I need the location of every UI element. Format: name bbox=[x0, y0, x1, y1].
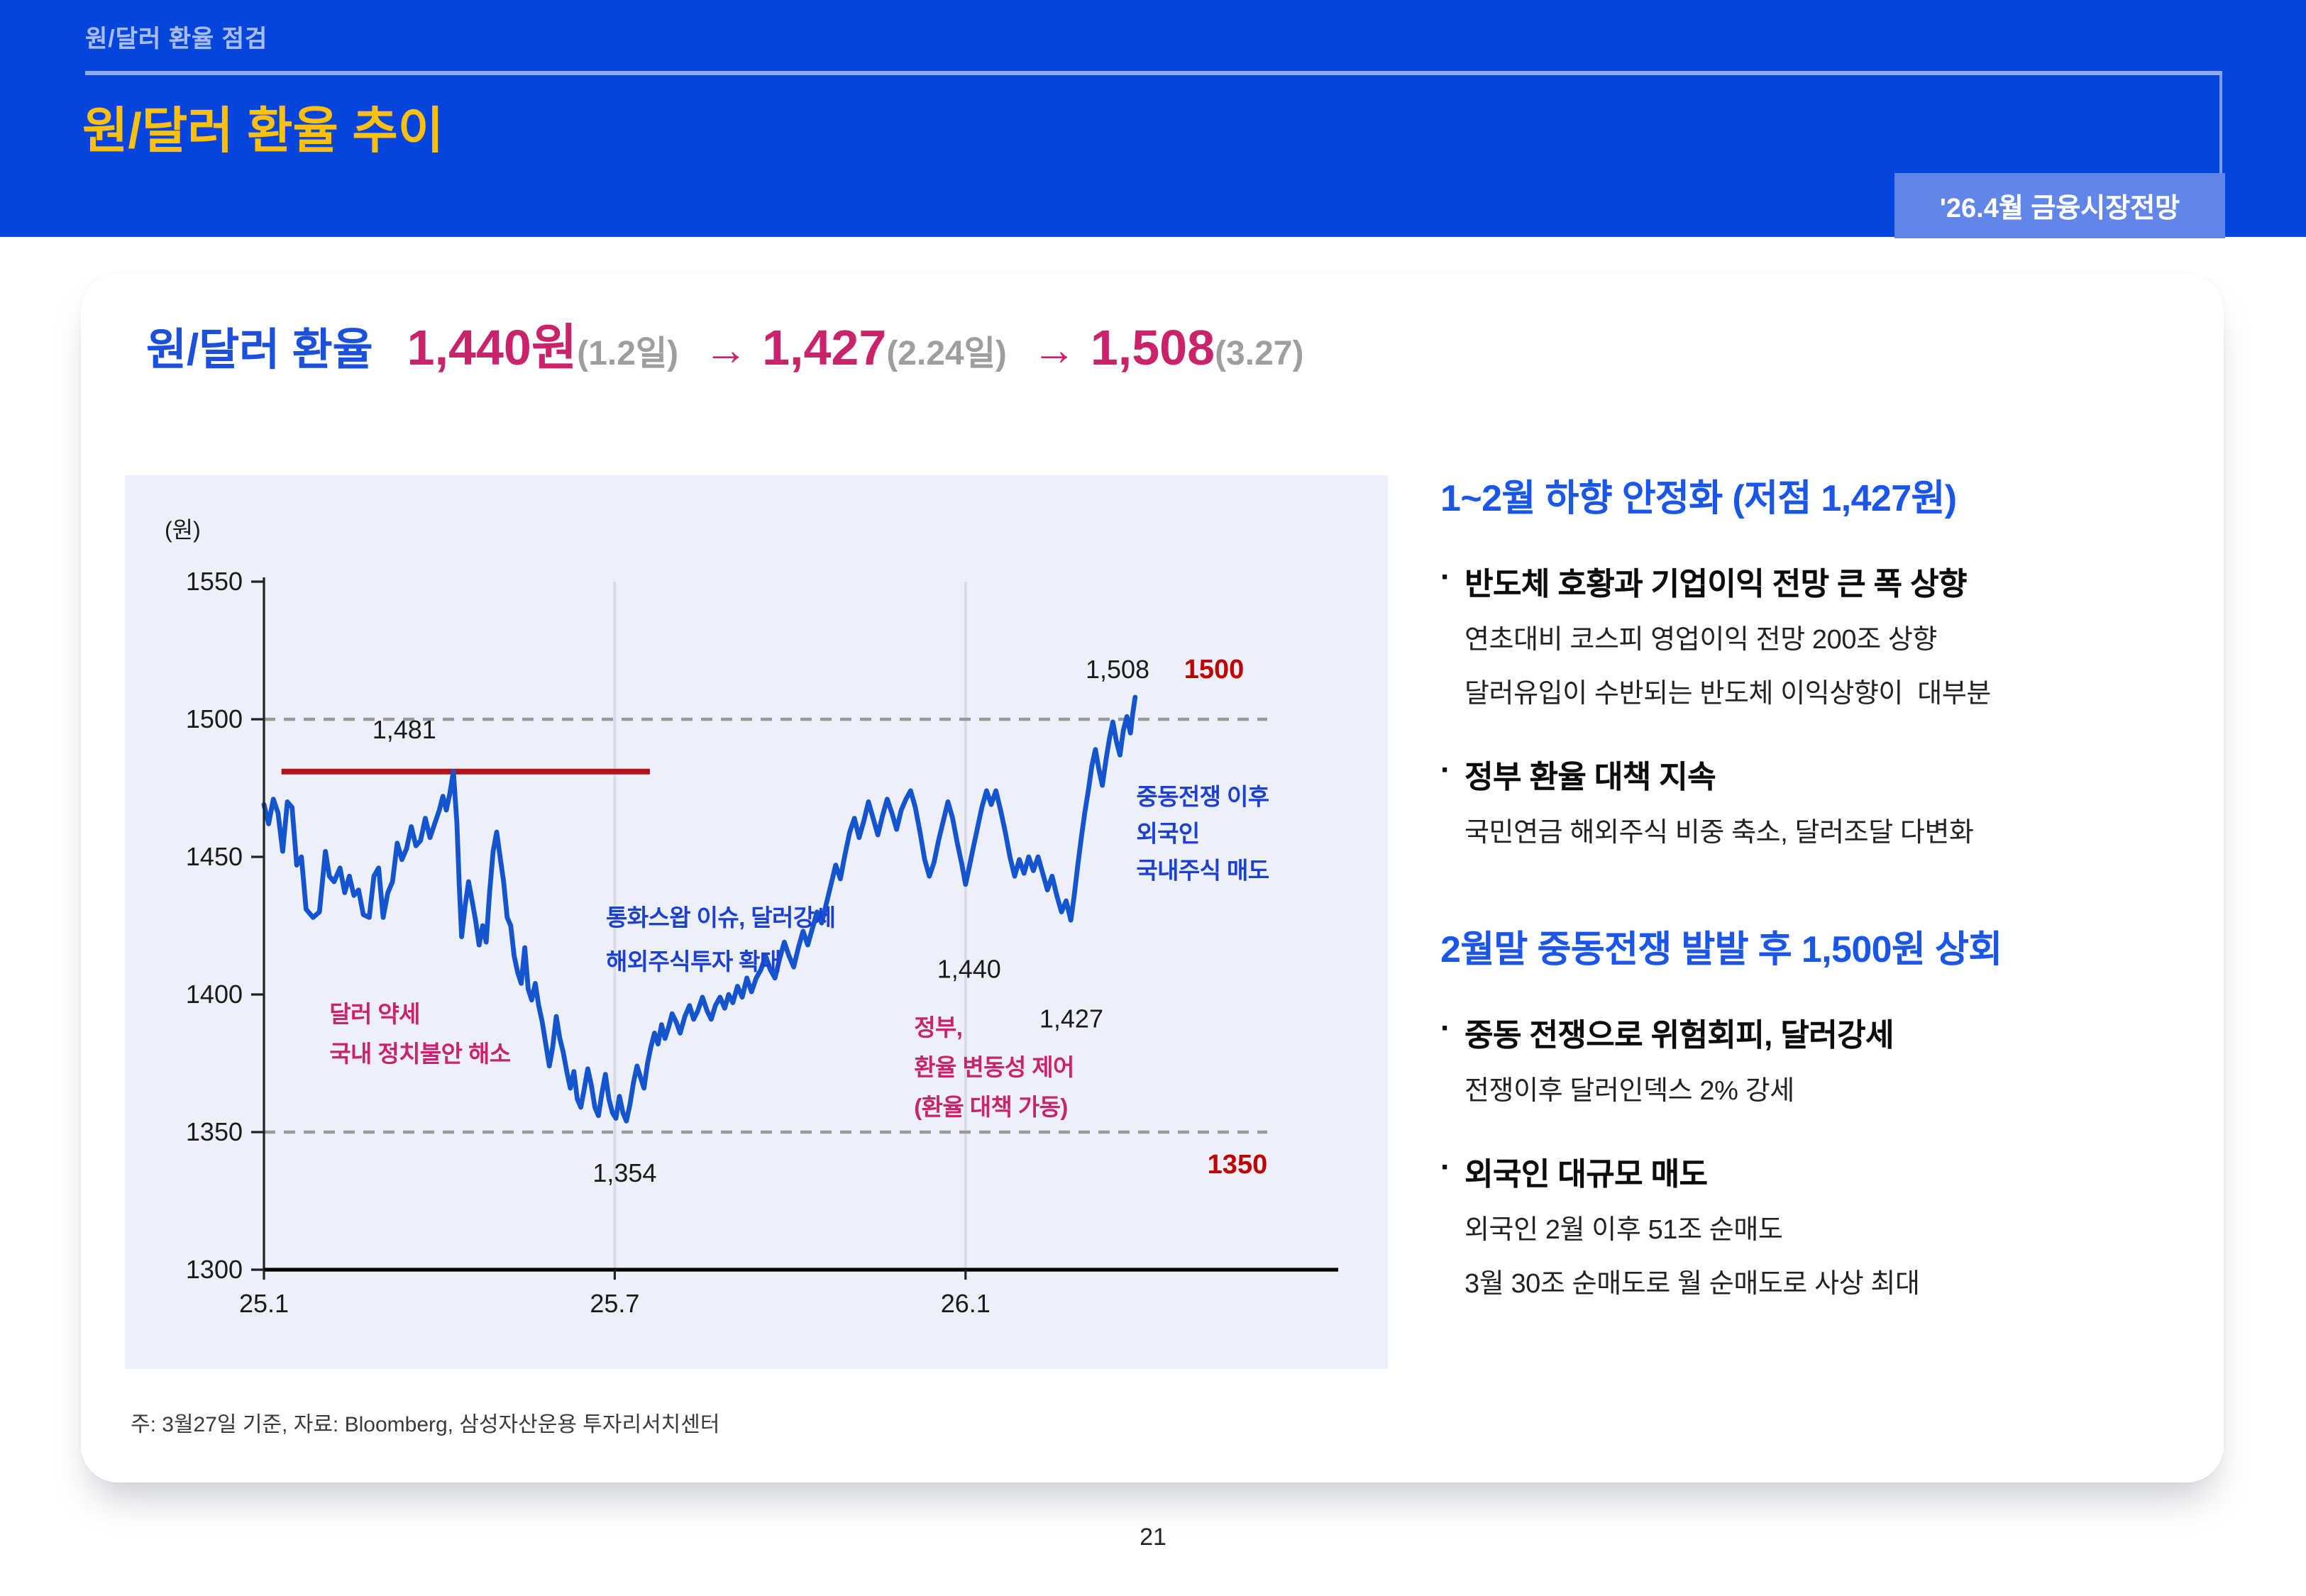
chart-annotation: (환율 대책 가동) bbox=[914, 1094, 1067, 1120]
insight-heading: 2월말 중동전쟁 발발 후 1,500원 상회 bbox=[1440, 927, 2002, 970]
chart-value-label: 1350 bbox=[1208, 1150, 1268, 1180]
insight-bullet: · 정부 환율 대책 지속 bbox=[1440, 752, 2218, 797]
rate-value-3: 1,508 bbox=[1090, 321, 1215, 376]
chart-annotation: 달러 약세 bbox=[329, 1001, 420, 1027]
chart-value-label: 1,427 bbox=[1039, 1004, 1103, 1033]
arrow-2: → bbox=[1032, 325, 1076, 375]
y-tick-label: 1450 bbox=[186, 842, 243, 871]
y-tick-label: 1550 bbox=[186, 567, 243, 596]
chart-annotation: 해외주식투자 확대 bbox=[606, 948, 781, 975]
usdkrw-line-chart: 1550 1500 1450 1400 1350 1300 25.1 25.7 26.1 (원) 1… bbox=[165, 517, 1338, 1318]
bullet-dot: · bbox=[1440, 1009, 1451, 1045]
rate-date-2: (2.24일) bbox=[886, 335, 1007, 373]
rate-date-3: (3.27) bbox=[1215, 335, 1304, 373]
chart-annotation: 환율 변동성 제어 bbox=[914, 1054, 1074, 1080]
content-card: 원/달러 환율 1,440원 (1.2일) → 1,427 (2.24일) → … bbox=[81, 274, 2224, 1483]
insight-heading: 1~2월 하향 안정화 (저점 1,427원) bbox=[1440, 477, 1957, 519]
headline-label: 원/달러 환율 bbox=[146, 325, 373, 375]
insight-detail: 국민연금 해외주식 비중 축소, 달러조달 다변화 bbox=[1464, 819, 1974, 848]
insight-detail: 외국인 2월 이후 51조 순매도 bbox=[1464, 1216, 1783, 1246]
x-tick-label: 26.1 bbox=[941, 1289, 991, 1318]
rate-value-1: 1,440원 bbox=[407, 321, 578, 376]
headline: 원/달러 환율 1,440원 (1.2일) → 1,427 (2.24일) → … bbox=[146, 308, 1315, 380]
bullet-dot: · bbox=[1440, 559, 1451, 594]
insight-bullet-title: 외국인 대규모 매도 bbox=[1464, 1156, 1708, 1192]
chart-value-label: 1,440 bbox=[937, 955, 1001, 984]
banner-eyebrow: 원/달러 환율 점검 bbox=[85, 26, 268, 52]
chart-value-label: 1,354 bbox=[592, 1158, 656, 1187]
chart-annotation: 국내주식 매도 bbox=[1136, 857, 1269, 883]
insight-detail: 3월 30조 순매도로 월 순매도로 사상 최대 bbox=[1464, 1269, 1920, 1299]
insights-panel: 1~2월 하향 안정화 (저점 1,427원) · 반도체 호황과 기업이익 전망 … bbox=[1440, 470, 2218, 1370]
source-note: 주: 3월27일 기준, 자료: Bloomberg, 삼성자산운용 투자리서치… bbox=[131, 1413, 720, 1437]
y-tick-label: 1500 bbox=[186, 704, 243, 733]
page-number: 21 bbox=[1140, 1524, 1166, 1551]
insight-bullet: · 외국인 대규모 매도 bbox=[1440, 1149, 2218, 1195]
chart-annotation: 정부, bbox=[914, 1014, 962, 1041]
arrow-1: → bbox=[704, 325, 749, 375]
bullet-dot: · bbox=[1440, 1149, 1451, 1185]
insight-detail: 연초대비 코스피 영업이익 전망 200조 상향 bbox=[1464, 626, 1937, 655]
rate-date-1: (1.2일) bbox=[577, 335, 679, 373]
chart-value-label: 1500 bbox=[1184, 655, 1245, 685]
chart-value-label: 1,508 bbox=[1086, 655, 1149, 684]
insight-bullet: · 반도체 호황과 기업이익 전망 큰 폭 상향 bbox=[1440, 559, 2218, 604]
y-tick-label: 1300 bbox=[186, 1255, 243, 1284]
insight-bullet-title: 중동 전쟁으로 위험회피, 달러강세 bbox=[1464, 1016, 1894, 1052]
banner: 원/달러 환율 점검 원/달러 환율 추이 '26.4월 금융시장전망 bbox=[0, 0, 2306, 238]
report-badge: '26.4월 금융시장전망 bbox=[1894, 173, 2225, 238]
chart-annotation: 중동전쟁 이후 bbox=[1136, 783, 1269, 809]
insight-bullet-title: 반도체 호황과 기업이익 전망 큰 폭 상향 bbox=[1464, 566, 1967, 602]
insight-bullet: · 중동 전쟁으로 위험회피, 달러강세 bbox=[1440, 1009, 2218, 1055]
x-tick-label: 25.1 bbox=[239, 1289, 289, 1318]
banner-accent-line bbox=[2219, 74, 2222, 173]
exchange-rate-chart: 1550 1500 1450 1400 1350 1300 25.1 25.7 26.1 (원) 1… bbox=[125, 475, 1388, 1369]
chart-annotation: 통화스왑 이슈, 달러강세 bbox=[606, 904, 835, 931]
axis-unit-label: (원) bbox=[165, 517, 201, 543]
chart-value-label: 1,481 bbox=[373, 715, 436, 744]
chart-annotation: 국내 정치불안 해소 bbox=[329, 1041, 510, 1067]
x-tick-label: 25.7 bbox=[590, 1289, 639, 1318]
insight-bullet-title: 정부 환율 대책 지속 bbox=[1464, 759, 1716, 794]
bullet-dot: · bbox=[1440, 752, 1451, 787]
page-title: 원/달러 환율 추이 bbox=[82, 104, 444, 159]
rate-value-2: 1,427 bbox=[762, 321, 887, 376]
insight-section: 1~2월 하향 안정화 (저점 1,427원) · 반도체 호황과 기업이익 전망 … bbox=[1440, 470, 2218, 855]
insight-detail: 달러유입이 수반되는 반도체 이익상향이 대부분 bbox=[1464, 679, 1991, 709]
banner-divider bbox=[85, 71, 2222, 75]
y-tick-label: 1350 bbox=[186, 1117, 243, 1146]
y-tick-label: 1400 bbox=[186, 980, 243, 1009]
chart-annotation: 외국인 bbox=[1136, 820, 1199, 846]
usdkrw-series-line bbox=[261, 694, 1138, 1124]
insight-detail: 전쟁이후 달러인덱스 2% 강세 bbox=[1464, 1076, 1794, 1106]
insight-section: 2월말 중동전쟁 발발 후 1,500원 상회 · 중동 전쟁으로 위험회피, 달러… bbox=[1440, 920, 2218, 1305]
